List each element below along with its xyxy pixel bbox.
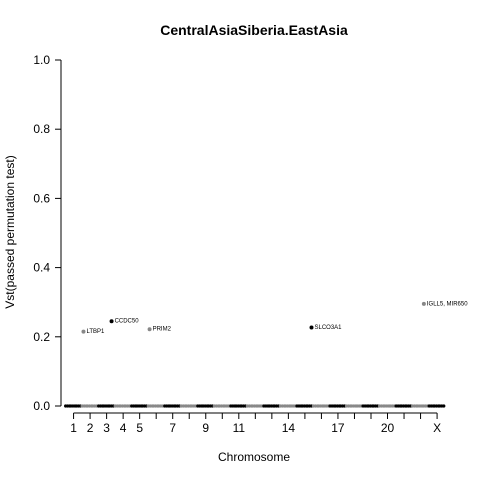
x-tick-label: 14 [282, 421, 296, 435]
y-tick-label: 0.2 [33, 330, 50, 344]
y-tick-label: 0.0 [33, 399, 50, 413]
snp-label: LTBP1 [86, 329, 105, 335]
x-tick-label: 3 [103, 421, 110, 435]
snp-point [109, 319, 114, 324]
y-tick-label: 0.8 [33, 122, 50, 136]
baseline-point [442, 404, 446, 408]
x-tick-label: 9 [202, 421, 209, 435]
x-tick-label: 5 [136, 421, 143, 435]
x-tick-label: 17 [331, 421, 345, 435]
snp-label: PRIM2 [153, 327, 172, 333]
snp-point [421, 301, 426, 306]
y-tick-label: 0.4 [33, 261, 50, 275]
x-axis-title: Chromosome [218, 450, 290, 464]
y-axis-title: Vst(passed permutation test) [3, 155, 17, 308]
x-tick-label: X [433, 421, 441, 435]
chart-title: CentralAsiaSiberia.EastAsia [160, 22, 348, 38]
snp-label: IGLL5, MIR650 [427, 301, 468, 307]
y-tick-label: 0.6 [33, 191, 50, 205]
x-axis: 1 2 3 4 5 7 9 11 14 17 20 X [70, 412, 441, 435]
snp-point [147, 327, 152, 332]
y-axis: 0.0 0.2 0.4 0.6 0.8 1.0 [33, 53, 62, 413]
snp-label: SLCO3A1 [315, 325, 343, 331]
snp-point [81, 329, 86, 334]
snp-label: CCDC50 [115, 319, 140, 325]
highlighted-points: LTBP1 CCDC50 PRIM2 SLCO3A1 IGLL5, MIR650 [81, 301, 468, 335]
x-tick-label: 7 [169, 421, 176, 435]
baseline-points [64, 404, 446, 408]
x-tick-label: 4 [120, 421, 127, 435]
x-tick-label: 1 [70, 421, 77, 435]
x-tick-label: 2 [87, 421, 94, 435]
x-tick-label: 11 [233, 421, 246, 435]
x-tick-label: 20 [381, 421, 395, 435]
snp-point [309, 325, 314, 330]
y-tick-label: 1.0 [33, 53, 50, 67]
